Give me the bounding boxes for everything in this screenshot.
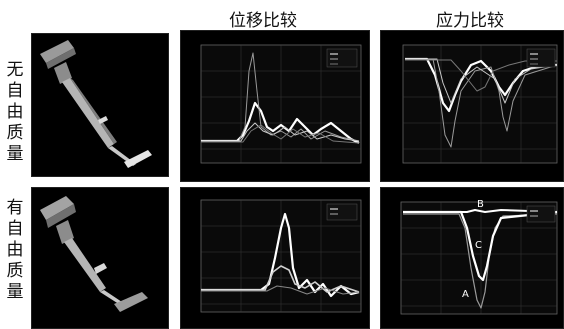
model-render-with-free-mass <box>31 187 169 329</box>
header-stress-comparison: 应力比较 <box>436 11 504 31</box>
label-char: 无 <box>6 60 24 80</box>
label-char: 量 <box>6 282 24 302</box>
legend-box <box>526 205 556 223</box>
gridlines <box>201 200 361 312</box>
displacement-chart-without-free-mass <box>180 30 370 182</box>
curve-1 <box>405 57 557 113</box>
legend-box <box>326 48 358 68</box>
curve-4 <box>201 124 360 144</box>
hammer-model-with-mass-image <box>40 196 148 312</box>
header-displacement-comparison: 位移比较 <box>229 11 297 31</box>
gridlines <box>401 202 557 314</box>
curve-3 <box>405 58 558 104</box>
displacement-chart-with-free-mass <box>180 187 370 329</box>
curves <box>403 209 558 309</box>
label-char: 自 <box>6 81 24 101</box>
label-char: 量 <box>6 144 24 164</box>
label-char: 质 <box>6 123 24 143</box>
curve-1 <box>201 212 360 298</box>
model-render-without-free-mass <box>31 33 169 177</box>
curve-label-b: B <box>477 199 484 210</box>
gridlines <box>403 45 557 163</box>
stress-chart-without-free-mass <box>380 30 564 182</box>
legend-box <box>526 48 556 68</box>
label-char: 由 <box>6 102 24 122</box>
curves <box>201 212 360 298</box>
curve-c <box>403 210 558 282</box>
curve-b <box>403 209 558 213</box>
legend-box <box>326 203 358 221</box>
curves <box>405 57 558 148</box>
label-char: 质 <box>6 261 24 281</box>
label-char: 自 <box>6 219 24 239</box>
row-label-with-free-mass: 有 自 由 质 量 <box>4 198 26 303</box>
curve-label-c: C <box>475 240 482 251</box>
hammer-model-image <box>40 40 152 168</box>
curve-1 <box>201 101 360 144</box>
label-char: 有 <box>6 198 24 218</box>
curve-3 <box>201 122 360 142</box>
gridlines <box>201 45 361 163</box>
curve-3 <box>201 285 360 295</box>
curve-4 <box>405 59 557 92</box>
stress-chart-with-free-mass: A C B <box>380 187 564 329</box>
curve-label-a: A <box>462 289 469 300</box>
label-char: 由 <box>6 240 24 260</box>
curves <box>201 52 360 144</box>
row-label-without-free-mass: 无 自 由 质 量 <box>4 60 26 165</box>
curve-2 <box>405 58 558 148</box>
